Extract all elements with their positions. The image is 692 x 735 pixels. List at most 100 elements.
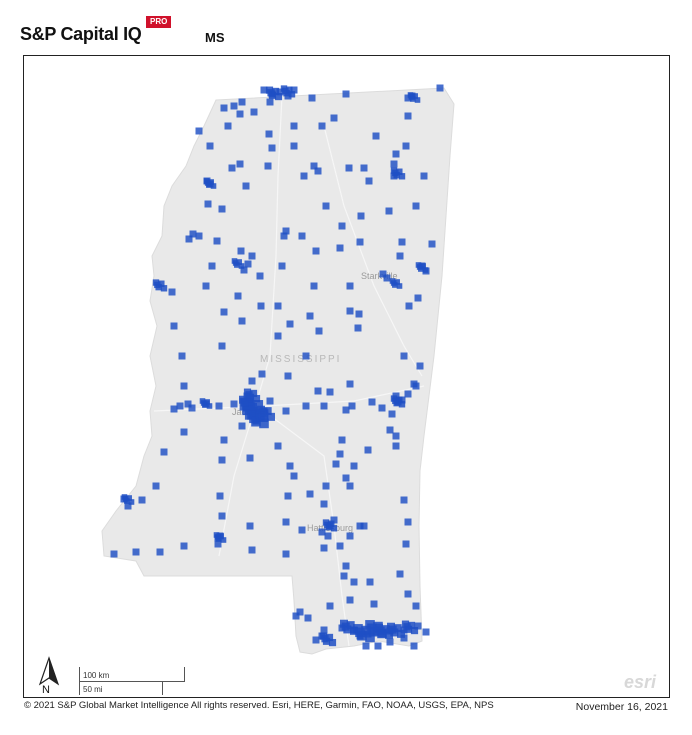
location-marker[interactable]	[315, 327, 323, 335]
location-marker[interactable]	[330, 525, 338, 532]
location-marker[interactable]	[320, 402, 328, 410]
location-marker[interactable]	[408, 94, 415, 100]
location-marker[interactable]	[330, 516, 338, 524]
location-marker[interactable]	[318, 122, 326, 130]
location-marker[interactable]	[338, 222, 346, 230]
location-marker[interactable]	[160, 285, 168, 292]
location-marker[interactable]	[385, 207, 393, 215]
location-marker[interactable]	[342, 474, 350, 482]
location-marker[interactable]	[244, 260, 252, 268]
location-marker[interactable]	[336, 450, 344, 458]
location-marker[interactable]	[213, 237, 221, 245]
location-marker[interactable]	[224, 122, 232, 130]
location-marker[interactable]	[374, 642, 382, 650]
location-marker[interactable]	[230, 400, 238, 408]
location-marker[interactable]	[302, 402, 310, 410]
location-marker[interactable]	[126, 495, 132, 501]
location-marker[interactable]	[381, 625, 390, 634]
location-marker[interactable]	[354, 324, 362, 332]
location-marker[interactable]	[404, 112, 412, 120]
location-marker[interactable]	[400, 352, 408, 360]
location-marker[interactable]	[237, 247, 245, 255]
location-marker[interactable]	[245, 397, 254, 406]
location-marker[interactable]	[326, 602, 334, 610]
location-marker[interactable]	[180, 382, 188, 390]
location-marker[interactable]	[414, 97, 421, 103]
location-marker[interactable]	[312, 247, 320, 255]
location-marker[interactable]	[392, 150, 400, 158]
location-marker[interactable]	[383, 274, 391, 282]
location-marker[interactable]	[240, 398, 249, 407]
location-marker[interactable]	[328, 520, 335, 527]
location-marker[interactable]	[368, 398, 376, 406]
location-marker[interactable]	[336, 542, 344, 550]
location-marker[interactable]	[398, 173, 406, 180]
location-marker[interactable]	[260, 86, 268, 94]
location-marker[interactable]	[249, 413, 259, 424]
location-marker[interactable]	[318, 528, 326, 536]
location-marker[interactable]	[396, 570, 404, 578]
location-marker[interactable]	[396, 396, 403, 403]
location-marker[interactable]	[288, 91, 296, 98]
location-marker[interactable]	[258, 408, 267, 417]
location-marker[interactable]	[346, 380, 354, 388]
location-marker[interactable]	[238, 422, 246, 430]
location-marker[interactable]	[398, 238, 406, 246]
location-marker[interactable]	[436, 84, 444, 92]
location-marker[interactable]	[232, 260, 239, 266]
location-marker[interactable]	[360, 164, 368, 172]
location-marker[interactable]	[267, 412, 275, 421]
location-marker[interactable]	[404, 590, 412, 598]
location-marker[interactable]	[184, 400, 192, 408]
location-marker[interactable]	[372, 132, 380, 140]
location-marker[interactable]	[314, 167, 322, 175]
location-marker[interactable]	[393, 624, 402, 633]
location-marker[interactable]	[124, 502, 132, 510]
location-marker[interactable]	[258, 370, 266, 378]
location-marker[interactable]	[290, 86, 298, 94]
location-marker[interactable]	[284, 492, 292, 500]
location-marker[interactable]	[366, 578, 374, 586]
location-marker[interactable]	[122, 496, 129, 502]
location-marker[interactable]	[204, 180, 211, 186]
location-marker[interactable]	[284, 372, 292, 380]
location-marker[interactable]	[416, 362, 424, 370]
location-marker[interactable]	[356, 522, 364, 530]
location-marker[interactable]	[388, 410, 396, 418]
location-marker[interactable]	[378, 404, 386, 412]
location-marker[interactable]	[350, 462, 358, 470]
location-marker[interactable]	[274, 92, 283, 101]
location-marker[interactable]	[312, 636, 320, 644]
location-marker[interactable]	[364, 446, 372, 454]
location-marker[interactable]	[215, 402, 223, 410]
location-marker[interactable]	[306, 312, 314, 320]
location-marker[interactable]	[280, 232, 288, 240]
location-marker[interactable]	[234, 292, 242, 300]
location-marker[interactable]	[348, 402, 356, 410]
location-marker[interactable]	[356, 238, 364, 246]
location-marker[interactable]	[320, 626, 328, 634]
location-marker[interactable]	[298, 232, 306, 240]
location-marker[interactable]	[304, 614, 312, 622]
map-canvas[interactable]: MISSISSIPPI Starkville Jackson Hattiesbu…	[24, 56, 669, 697]
location-marker[interactable]	[218, 533, 224, 539]
location-marker[interactable]	[268, 144, 276, 152]
location-marker[interactable]	[308, 94, 316, 102]
location-marker[interactable]	[206, 142, 214, 150]
location-marker[interactable]	[386, 426, 394, 434]
location-marker[interactable]	[392, 169, 399, 177]
location-marker[interactable]	[306, 490, 314, 498]
location-marker[interactable]	[320, 500, 328, 508]
location-marker[interactable]	[152, 482, 160, 490]
location-marker[interactable]	[386, 638, 394, 646]
location-marker[interactable]	[195, 127, 203, 135]
location-marker[interactable]	[256, 272, 264, 280]
location-marker[interactable]	[324, 532, 332, 540]
location-marker[interactable]	[322, 482, 330, 490]
location-marker[interactable]	[412, 202, 420, 210]
location-marker[interactable]	[286, 462, 294, 470]
location-marker[interactable]	[379, 270, 387, 278]
location-marker[interactable]	[257, 302, 265, 310]
location-marker[interactable]	[402, 540, 410, 548]
location-marker[interactable]	[322, 202, 330, 210]
